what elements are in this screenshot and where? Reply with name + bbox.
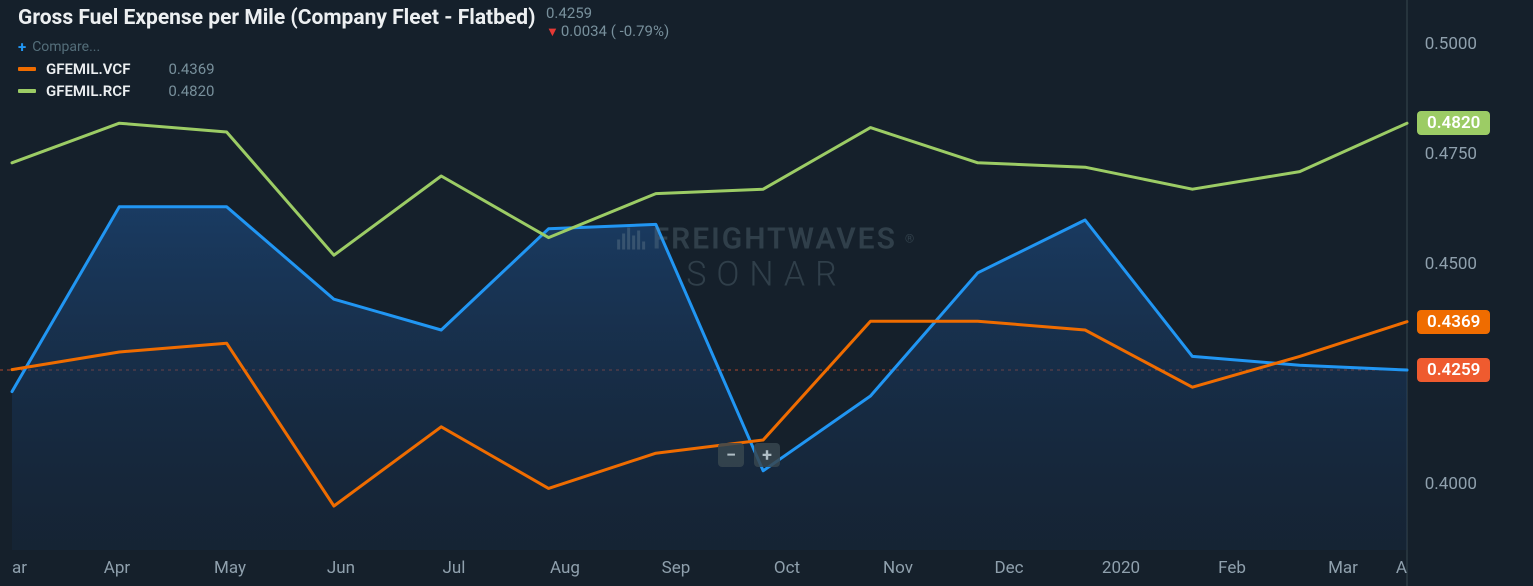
down-arrow-icon: ▼ <box>546 25 559 40</box>
header-delta-value: 0.0034 <box>561 22 607 40</box>
x-axis-label: Feb <box>1218 558 1246 578</box>
x-axis-label: Mar <box>1328 558 1358 578</box>
compare-label: Compare... <box>32 39 100 55</box>
legend-name: GFEMIL.RCF <box>46 82 130 100</box>
x-axis-label: Jun <box>327 558 355 578</box>
compare-button[interactable]: + Compare... <box>18 38 100 56</box>
x-axis-label: Oct <box>774 558 800 578</box>
x-axis-label: Nov <box>883 558 913 578</box>
plus-icon: + <box>18 38 26 56</box>
legend-swatch-icon <box>18 89 36 93</box>
value-pill-vcf: 0.4369 <box>1417 310 1490 334</box>
x-axis-label: May <box>214 558 246 578</box>
zoom-out-button[interactable]: − <box>718 443 744 467</box>
x-axis-label: 2020 <box>1102 558 1140 578</box>
x-axis-label: Sep <box>662 558 691 578</box>
x-axis-label: Aug <box>550 558 580 578</box>
legend-vcf[interactable]: GFEMIL.VCF 0.4369 <box>18 60 215 78</box>
zoom-in-button[interactable]: + <box>754 443 780 467</box>
legend-value: 0.4820 <box>168 82 214 100</box>
y-axis-label: 0.5000 <box>1425 34 1477 54</box>
y-axis-label: 0.4750 <box>1425 144 1477 164</box>
legend-name: GFEMIL.VCF <box>46 60 130 78</box>
y-axis-label: 0.4000 <box>1425 474 1477 494</box>
legend-swatch-icon <box>18 67 36 71</box>
x-axis-label: A <box>1396 558 1407 578</box>
legend-rcf[interactable]: GFEMIL.RCF 0.4820 <box>18 82 214 100</box>
value-pill-primary: 0.4259 <box>1417 358 1490 382</box>
zoom-controls: − + <box>718 443 780 467</box>
x-axis-label: Jul <box>443 558 466 578</box>
header-delta: ▼0.0034 ( -0.79%) <box>546 22 669 40</box>
chart-root: Gross Fuel Expense per Mile (Company Fle… <box>0 0 1533 586</box>
x-axis-label: Dec <box>994 558 1023 578</box>
y-axis-label: 0.4500 <box>1425 254 1477 274</box>
legend-value: 0.4369 <box>168 60 214 78</box>
chart-svg <box>0 0 1533 586</box>
chart-title: Gross Fuel Expense per Mile (Company Fle… <box>18 6 536 30</box>
x-axis-label: Apr <box>104 558 130 578</box>
header-current-value: 0.4259 <box>546 4 592 22</box>
value-pill-rcf: 0.4820 <box>1417 111 1490 135</box>
x-axis-label: ar <box>12 558 27 578</box>
header-delta-pct: ( -0.79%) <box>611 22 669 40</box>
